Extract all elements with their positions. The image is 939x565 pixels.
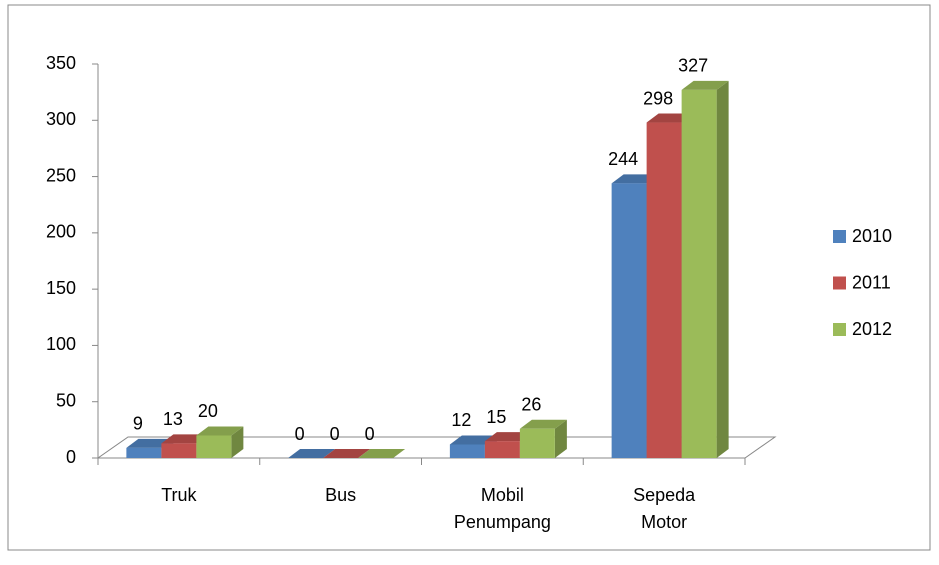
bar-3d xyxy=(519,419,567,458)
y-tick-label: 350 xyxy=(46,53,76,73)
bar-side xyxy=(231,426,244,458)
legend-label: 2012 xyxy=(852,319,892,339)
y-tick-label: 200 xyxy=(46,222,76,242)
bar-3d xyxy=(196,426,244,458)
bar-top xyxy=(681,80,729,90)
y-tick-label: 0 xyxy=(66,447,76,467)
value-label: 0 xyxy=(330,424,340,444)
legend-swatch xyxy=(833,230,846,243)
bar-3d xyxy=(288,449,336,458)
bar-3d xyxy=(323,449,371,458)
bar-top xyxy=(196,426,244,436)
y-tick-label: 250 xyxy=(46,165,76,185)
value-label: 15 xyxy=(486,407,506,427)
bar xyxy=(161,443,197,458)
chart-frame xyxy=(7,4,931,551)
value-label: 20 xyxy=(198,401,218,421)
bar-top xyxy=(519,419,567,429)
x-tick-label: Bus xyxy=(325,485,356,505)
x-tick-label: Mobil Penumpang xyxy=(454,485,551,532)
value-label: 0 xyxy=(295,424,305,444)
bar-3d xyxy=(358,449,406,458)
value-label: 0 xyxy=(365,424,375,444)
legend-label: 2010 xyxy=(852,226,892,246)
y-tick-label: 150 xyxy=(46,278,76,298)
y-tick-label: 300 xyxy=(46,109,76,129)
value-label: 13 xyxy=(163,409,183,429)
bar-top xyxy=(288,449,336,458)
value-label: 26 xyxy=(521,394,541,414)
bar xyxy=(126,447,162,458)
bar-side xyxy=(716,80,729,459)
value-label: 327 xyxy=(678,56,708,76)
legend-swatch xyxy=(833,276,846,290)
y-tick-label: 50 xyxy=(56,390,76,410)
bar xyxy=(681,89,717,459)
bar-side xyxy=(554,419,567,458)
bar xyxy=(646,122,682,458)
y-tick-label: 100 xyxy=(46,334,76,354)
bar-top xyxy=(323,449,371,458)
bar xyxy=(519,428,555,458)
value-label: 298 xyxy=(643,88,673,108)
bar xyxy=(449,444,485,458)
legend-swatch xyxy=(833,323,846,336)
value-label: 244 xyxy=(608,149,638,169)
value-label: 9 xyxy=(133,414,143,434)
legend-label: 2011 xyxy=(852,272,891,292)
bar xyxy=(611,183,647,458)
bar xyxy=(196,435,232,458)
x-tick-label: Sepeda Motor xyxy=(633,485,696,532)
value-label: 12 xyxy=(451,410,471,430)
bar-3d xyxy=(681,80,729,459)
bar xyxy=(484,441,520,458)
x-tick-label: Truk xyxy=(161,485,197,505)
bar-top xyxy=(358,449,406,458)
